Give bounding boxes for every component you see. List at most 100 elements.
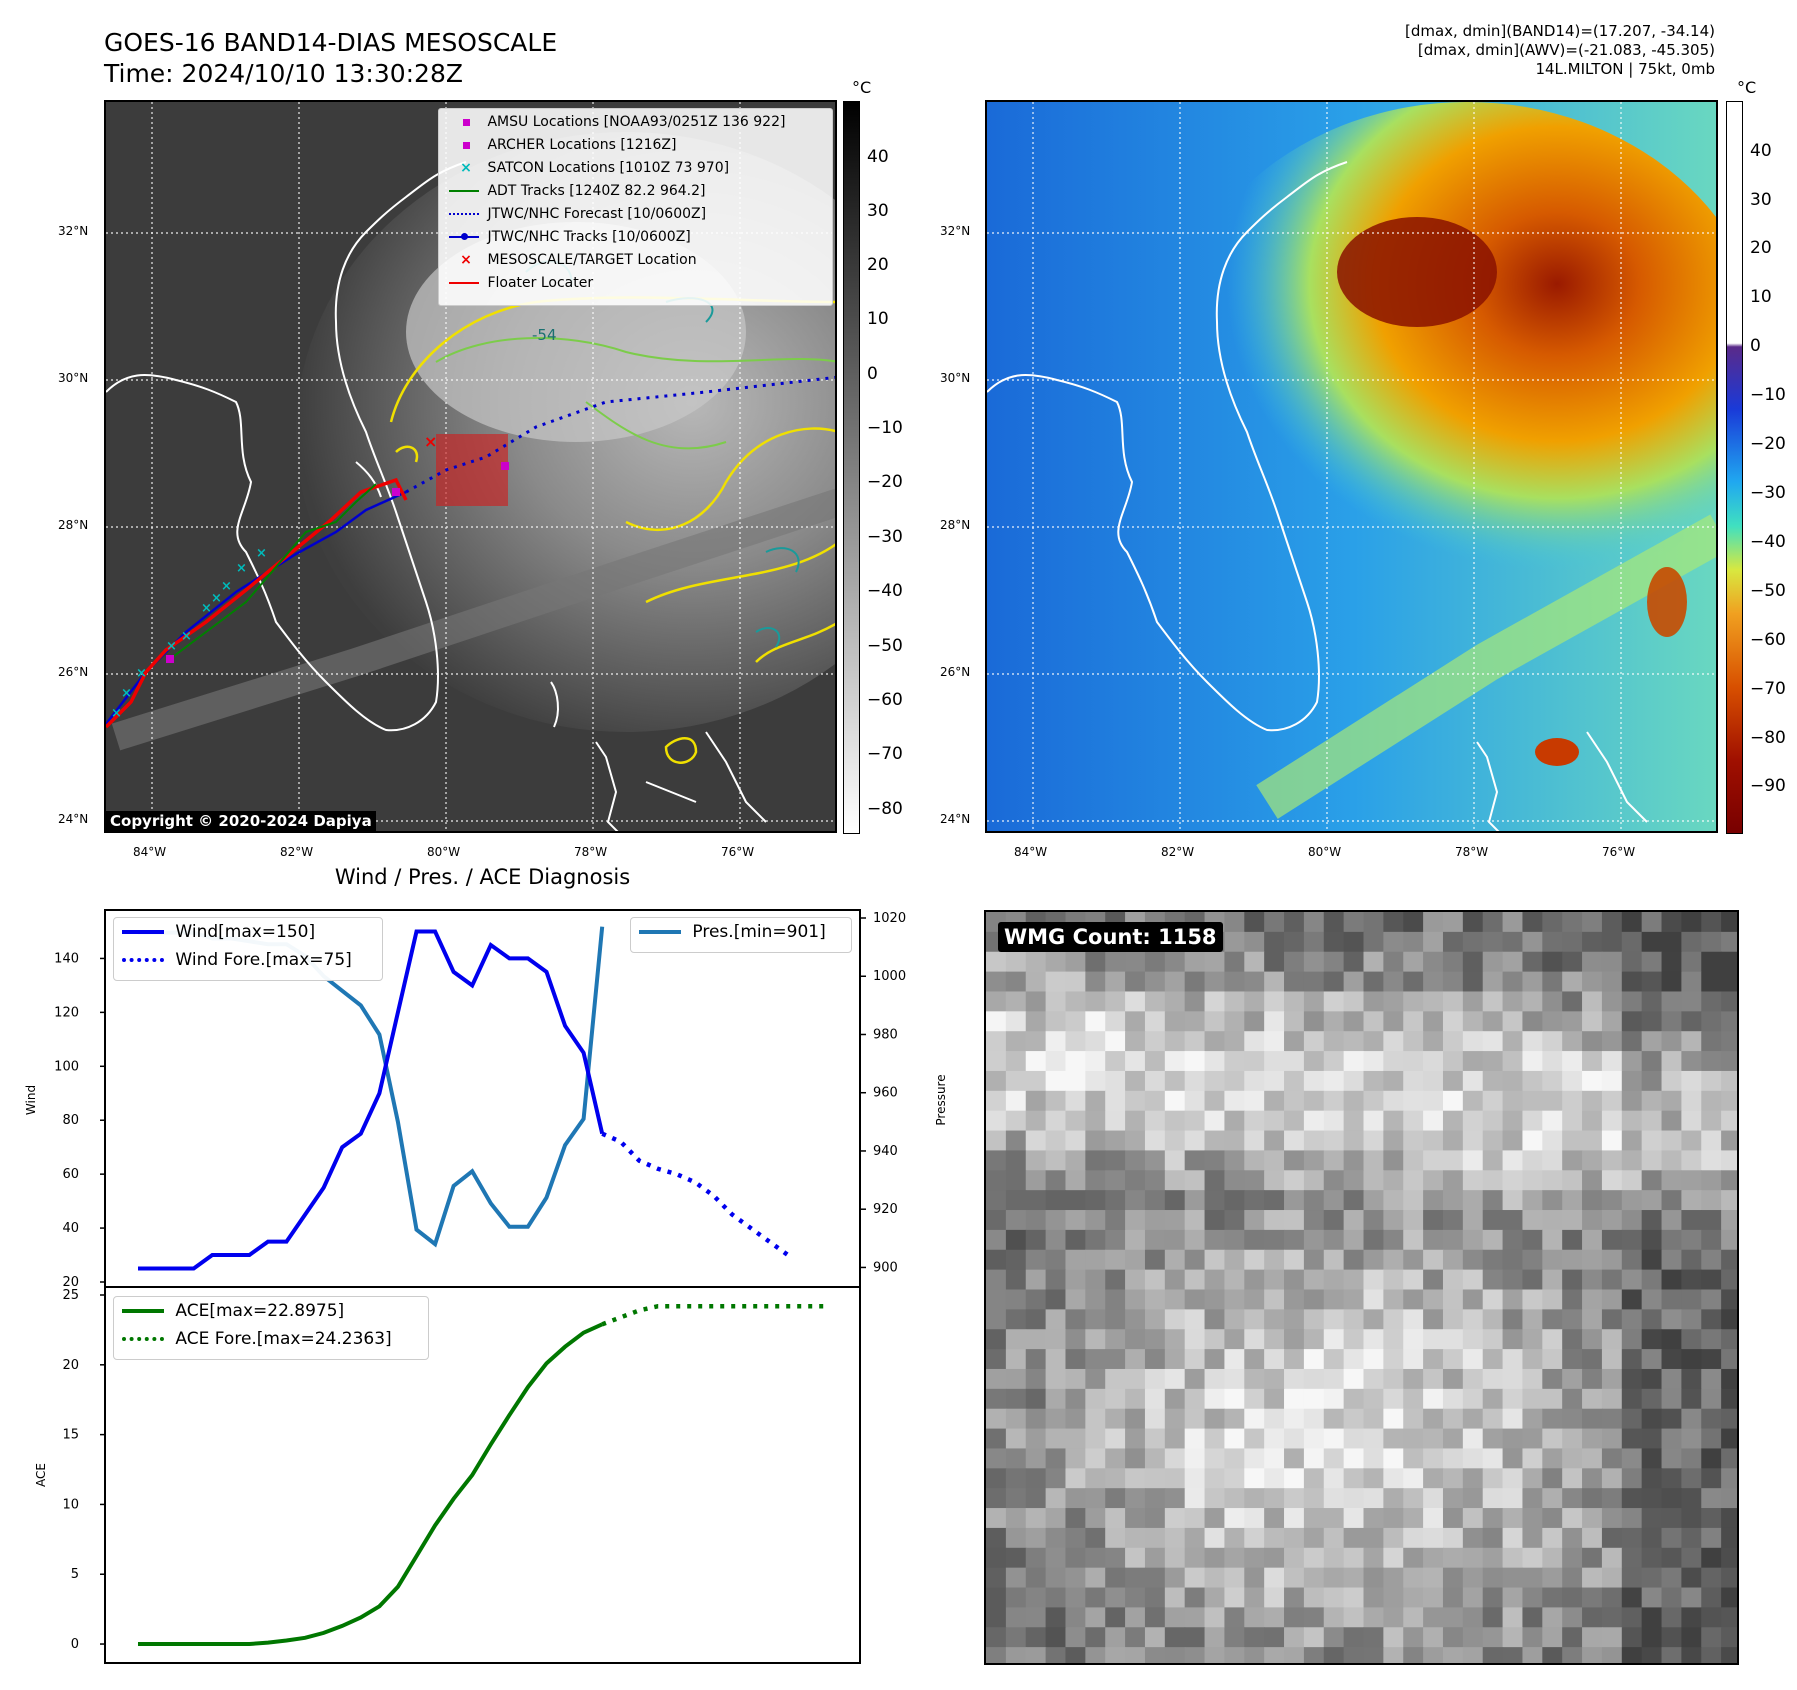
cbar-tick: −40 bbox=[867, 581, 903, 601]
contour-label: -54 bbox=[532, 326, 557, 344]
lat-label: 32°N bbox=[58, 224, 89, 238]
info-line-2: [dmax, dmin](AWV)=(-21.083, -45.305) bbox=[1417, 41, 1715, 59]
wind-axis-label: Wind bbox=[24, 1085, 38, 1115]
legend-item-ace: ACE[max=22.8975] bbox=[122, 1301, 344, 1321]
wind-tick-label: 20 bbox=[62, 1275, 79, 1290]
cbar-tick: −90 bbox=[1750, 776, 1786, 796]
lon-label: 78°W bbox=[1455, 845, 1489, 859]
warm-spot bbox=[1535, 738, 1579, 766]
legend-item-target: × MESOSCALE/TARGET Location bbox=[460, 252, 697, 268]
legend-item-wind: Wind[max=150] bbox=[122, 922, 315, 942]
cbar-tick: −70 bbox=[1750, 679, 1786, 699]
legend-item-amsu: AMSU Locations [NOAA93/0251Z 136 922] bbox=[449, 111, 785, 133]
svg-text:×: × bbox=[121, 686, 132, 701]
legend-label: AMSU Locations [NOAA93/0251Z 136 922] bbox=[487, 114, 786, 130]
legend-item-jtwc-tracks: JTWC/NHC Tracks [10/0600Z] bbox=[449, 226, 691, 248]
lat-label: 28°N bbox=[58, 518, 89, 532]
legend-label: JTWC/NHC Tracks [10/0600Z] bbox=[487, 229, 691, 245]
wind-line bbox=[138, 929, 605, 1271]
lon-label: 82°W bbox=[280, 845, 314, 859]
wmg-svg bbox=[986, 912, 1737, 1663]
awv-map-panel bbox=[985, 100, 1718, 833]
cbar-tick: −10 bbox=[867, 418, 903, 438]
pressure-tick-label: 1020 bbox=[873, 911, 906, 926]
legend-item-jtwc-forecast: JTWC/NHC Forecast [10/0600Z] bbox=[449, 203, 706, 225]
pressure-legend: Pres.[min=901] bbox=[630, 917, 852, 953]
map-legend: AMSU Locations [NOAA93/0251Z 136 922] AR… bbox=[438, 108, 833, 306]
svg-text:×: × bbox=[236, 561, 247, 576]
ace-legend: ACE[max=22.8975] ACE Fore.[max=24.2363] bbox=[113, 1296, 429, 1360]
lon-label: 84°W bbox=[133, 845, 167, 859]
lon-label: 76°W bbox=[721, 845, 755, 859]
contour-green bbox=[435, 337, 835, 450]
cbar-tick: −80 bbox=[867, 799, 903, 819]
legend-item-ace-forecast: ACE Fore.[max=24.2363] bbox=[122, 1329, 392, 1349]
warm-region bbox=[1167, 102, 1716, 622]
cbar-tick: −80 bbox=[1750, 728, 1786, 748]
cbar-tick: −20 bbox=[867, 472, 903, 492]
title-line-1: GOES-16 BAND14-DIAS MESOSCALE bbox=[104, 28, 558, 57]
coastline-right bbox=[987, 161, 1648, 831]
legend-item-satcon: × SATCON Locations [1010Z 73 970] bbox=[460, 160, 730, 176]
wind-tick-label: 100 bbox=[54, 1059, 79, 1074]
legend-label: ACE[max=22.8975] bbox=[175, 1301, 345, 1321]
legend-label: ADT Tracks [1240Z 82.2 964.2] bbox=[487, 183, 706, 199]
cbar-tick: 20 bbox=[1750, 238, 1772, 258]
pressure-tick-label: 980 bbox=[873, 1027, 898, 1042]
legend-label: Wind[max=150] bbox=[175, 922, 316, 942]
ace-tick-label: 25 bbox=[62, 1288, 79, 1303]
ace-y-axis: 0 5 10 15 20 25 bbox=[62, 1288, 105, 1652]
lat-label: 26°N bbox=[940, 665, 971, 679]
lat-label: 26°N bbox=[58, 665, 89, 679]
cbar-tick: 0 bbox=[1750, 336, 1761, 356]
awv-map-svg bbox=[987, 102, 1716, 831]
ace-tick-label: 5 bbox=[71, 1567, 79, 1582]
cbar-tick: 10 bbox=[867, 309, 889, 329]
info-line-3: 14L.MILTON | 75kt, 0mb bbox=[1535, 60, 1715, 78]
lon-label: 80°W bbox=[1308, 845, 1342, 859]
target-marker: × bbox=[424, 432, 437, 451]
satcon-markers: ××× ××× ××× × bbox=[111, 546, 267, 721]
legend-label: SATCON Locations [1010Z 73 970] bbox=[487, 160, 730, 176]
svg-text:×: × bbox=[111, 706, 122, 721]
cbar-tick: −30 bbox=[867, 527, 903, 547]
ace-line bbox=[138, 1322, 604, 1646]
legend-item-archer: ARCHER Locations [1216Z] bbox=[449, 134, 677, 156]
lon-label: 84°W bbox=[1014, 845, 1048, 859]
cbar-tick: −40 bbox=[1750, 532, 1786, 552]
lon-label: 76°W bbox=[1602, 845, 1636, 859]
svg-text:×: × bbox=[211, 591, 222, 606]
pressure-tick-label: 900 bbox=[873, 1260, 898, 1275]
legend-item-wind-forecast: Wind Fore.[max=75] bbox=[122, 950, 352, 970]
svg-text:×: × bbox=[166, 639, 177, 654]
legend-item-pressure: Pres.[min=901] bbox=[639, 922, 826, 942]
ir-colorbar bbox=[843, 101, 860, 834]
svg-text:×: × bbox=[256, 546, 267, 561]
wind-tick-label: 60 bbox=[62, 1167, 79, 1182]
info-line-1: [dmax, dmin](BAND14)=(17.207, -34.14) bbox=[1404, 22, 1715, 40]
copyright-badge: Copyright © 2020-2024 Dapiya bbox=[106, 811, 376, 831]
ir-map-panel: -54 × × × × × × × × × × bbox=[104, 100, 837, 833]
svg-text:×: × bbox=[181, 629, 192, 644]
cbar-tick: 30 bbox=[1750, 190, 1772, 210]
ace-tick-label: 10 bbox=[62, 1497, 79, 1512]
cbar-tick: 40 bbox=[1750, 141, 1772, 161]
pressure-tick-label: 920 bbox=[873, 1202, 898, 1217]
cbar-tick: 0 bbox=[867, 364, 878, 384]
lat-label: 28°N bbox=[940, 518, 971, 532]
cbar-tick: 30 bbox=[867, 201, 889, 221]
ir-colorbar-unit: °C bbox=[852, 78, 872, 97]
figure-title: GOES-16 BAND14-DIAS MESOSCALE Time: 2024… bbox=[104, 27, 557, 89]
cbar-tick: −60 bbox=[867, 690, 903, 710]
svg-text:×: × bbox=[201, 601, 212, 616]
pressure-axis-label: Pressure bbox=[934, 1074, 948, 1125]
lat-label: 24°N bbox=[58, 812, 89, 826]
wind-tick-label: 80 bbox=[62, 1113, 79, 1128]
pressure-y-axis: 900 920 940 960 980 1000 1020 bbox=[860, 911, 906, 1275]
map-grid-right bbox=[987, 102, 1716, 831]
wmg-count-badge: WMG Count: 1158 bbox=[998, 922, 1223, 952]
legend-item-adt: ADT Tracks [1240Z 82.2 964.2] bbox=[449, 180, 706, 202]
archer-marker bbox=[166, 655, 174, 663]
awv-colorbar bbox=[1726, 101, 1743, 834]
legend-label: MESOSCALE/TARGET Location bbox=[487, 252, 697, 268]
